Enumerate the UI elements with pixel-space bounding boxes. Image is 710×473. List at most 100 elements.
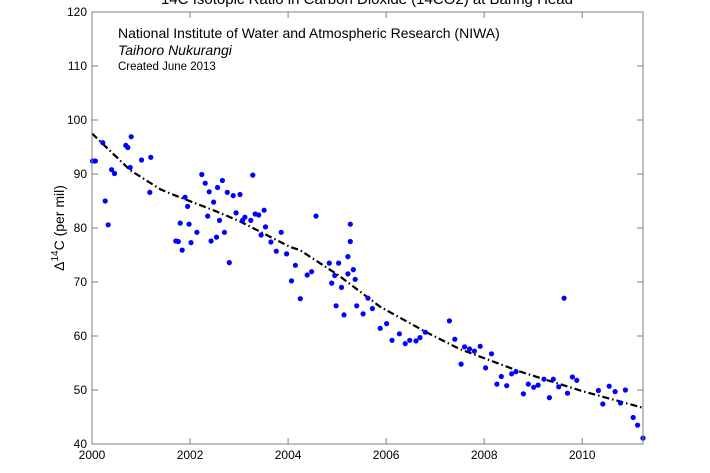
- data-point: [458, 361, 464, 367]
- data-point: [345, 271, 351, 277]
- y-tick-label: 60: [74, 329, 88, 343]
- data-point: [205, 213, 211, 219]
- data-point: [333, 303, 339, 309]
- y-axis-label-sup: 14: [50, 250, 61, 262]
- data-point: [188, 240, 194, 246]
- data-point: [175, 238, 181, 245]
- data-point: [446, 318, 452, 324]
- data-point: [248, 217, 254, 223]
- data-point: [600, 401, 606, 407]
- data-point: [186, 221, 192, 227]
- data-point: [226, 260, 232, 266]
- data-point: [574, 377, 580, 383]
- data-point: [413, 338, 419, 344]
- data-point: [297, 296, 303, 302]
- data-point: [396, 331, 402, 337]
- y-axis-label-rest: C (per mil): [51, 185, 67, 250]
- data-point: [520, 391, 527, 397]
- data-point: [92, 158, 98, 164]
- data-point: [635, 422, 641, 428]
- y-tick-label: 40: [74, 437, 88, 451]
- data-point: [452, 336, 458, 342]
- data-point: [550, 376, 556, 382]
- data-point: [199, 171, 205, 178]
- data-point: [216, 217, 223, 223]
- x-tick-label: 2006: [373, 448, 400, 462]
- x-tick-label: 2008: [471, 448, 498, 462]
- data-point: [148, 154, 154, 160]
- data-point: [564, 390, 571, 396]
- data-point: [237, 191, 243, 198]
- axis-ticks: 2000 2002 2004 2006 2008 2010 40 50 60 70 80 90 100 1…: [67, 5, 643, 462]
- data-point: [273, 248, 279, 254]
- data-point: [224, 189, 230, 195]
- data-point: [221, 229, 227, 235]
- data-point: [338, 284, 345, 290]
- data-point: [208, 238, 214, 244]
- data-point: [422, 329, 428, 335]
- data-point: [541, 376, 547, 382]
- data-point: [179, 247, 185, 253]
- data-point: [617, 400, 624, 406]
- plot-background: [92, 12, 643, 444]
- data-point: [488, 351, 495, 357]
- data-point: [509, 371, 515, 377]
- data-point: [326, 260, 332, 266]
- data-point: [332, 272, 338, 279]
- data-point: [352, 276, 358, 282]
- data-point: [360, 311, 366, 317]
- data-point: [354, 303, 360, 309]
- data-point: [569, 374, 576, 380]
- data-point: [100, 140, 106, 146]
- y-axis-label-delta: Δ: [51, 262, 67, 271]
- data-point: [185, 203, 191, 209]
- data-point: [213, 234, 220, 240]
- data-point: [105, 222, 111, 228]
- data-point: [384, 321, 390, 327]
- data-point: [377, 325, 383, 331]
- data-point: [595, 387, 602, 394]
- data-point: [347, 221, 353, 227]
- data-point: [504, 383, 510, 389]
- data-point: [138, 157, 145, 163]
- y-axis-label: Δ14C (per mil): [50, 185, 67, 271]
- data-point: [292, 262, 298, 268]
- data-point: [250, 172, 256, 178]
- data-point: [194, 229, 200, 235]
- data-point: [556, 384, 562, 390]
- data-point: [128, 134, 134, 140]
- data-point: [268, 239, 274, 245]
- x-tick-label: 2002: [177, 448, 204, 462]
- data-point: [111, 170, 118, 177]
- data-point: [109, 167, 115, 173]
- data-point: [304, 272, 310, 278]
- data-point: [242, 214, 248, 220]
- x-tick-label: 2010: [569, 448, 596, 462]
- data-point: [630, 414, 636, 421]
- data-point: [347, 238, 353, 245]
- annotation-maori-name: Taihoro Nukurangi: [118, 42, 233, 58]
- data-point: [102, 198, 108, 204]
- fit-line: [91, 132, 644, 409]
- data-point: [177, 220, 183, 226]
- data-point: [336, 260, 342, 266]
- chart-title: 14C Isotopic Ratio in Carbon Dioxide (14…: [161, 0, 573, 8]
- data-point: [125, 144, 131, 151]
- data-point: [389, 337, 395, 343]
- data-point: [219, 177, 225, 184]
- data-marks: [89, 132, 646, 441]
- data-point: [402, 341, 408, 347]
- data-point: [284, 251, 290, 257]
- data-point: [531, 384, 537, 390]
- data-point: [313, 213, 319, 219]
- data-point: [546, 395, 553, 401]
- data-point: [498, 373, 504, 380]
- data-point: [230, 193, 236, 199]
- data-point: [466, 346, 473, 352]
- data-point: [525, 381, 531, 387]
- data-point: [350, 267, 356, 273]
- data-point: [211, 199, 217, 205]
- data-point: [606, 383, 612, 389]
- y-tick-label: 70: [74, 275, 88, 289]
